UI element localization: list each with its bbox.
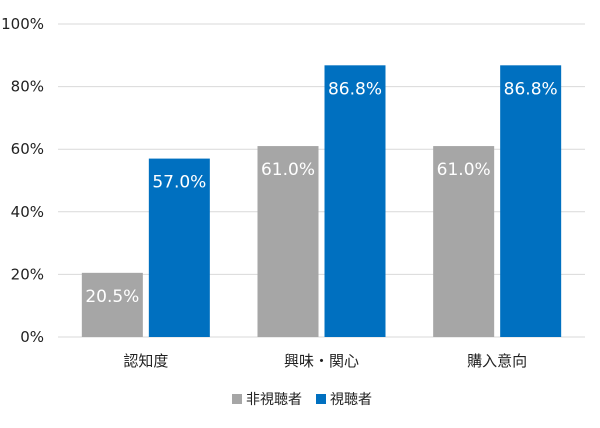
legend-swatch [232, 394, 242, 404]
data-label: 57.0% [152, 173, 206, 193]
data-label: 86.8% [504, 79, 558, 99]
category-label: 購入意向 [467, 352, 527, 370]
y-tick-label: 40% [11, 203, 44, 221]
legend-label: 視聴者 [330, 392, 372, 408]
y-tick-label: 80% [11, 78, 44, 96]
data-label: 20.5% [85, 287, 139, 307]
bar-non-viewer-1 [257, 146, 319, 337]
y-tick-label: 100% [1, 15, 44, 33]
y-tick-label: 0% [20, 328, 44, 346]
y-axis-tick-labels: 0% 20% 40% 60% 80% 100% [1, 15, 44, 346]
legend: 非視聴者 視聴者 [232, 392, 372, 408]
bars [81, 65, 562, 337]
legend-label: 非視聴者 [246, 392, 302, 408]
bar-viewer-0 [148, 158, 210, 337]
bar-viewer-2 [500, 65, 562, 337]
data-label: 61.0% [261, 160, 315, 180]
y-tick-label: 20% [11, 265, 44, 283]
x-axis-category-labels: 認知度 興味・関心 購入意向 [123, 352, 527, 370]
gridlines [58, 23, 585, 338]
y-tick-label: 60% [11, 140, 44, 158]
category-label: 認知度 [123, 352, 168, 370]
data-labels: 20.5% 57.0% 61.0% 86.8% 61.0% 86.8% [85, 79, 557, 307]
data-label: 61.0% [437, 160, 491, 180]
legend-swatch [316, 394, 326, 404]
category-label: 興味・関心 [284, 352, 359, 370]
bar-viewer-1 [324, 65, 386, 337]
bar-non-viewer-0 [81, 272, 143, 337]
data-label: 86.8% [328, 79, 382, 99]
bar-non-viewer-2 [433, 146, 495, 337]
